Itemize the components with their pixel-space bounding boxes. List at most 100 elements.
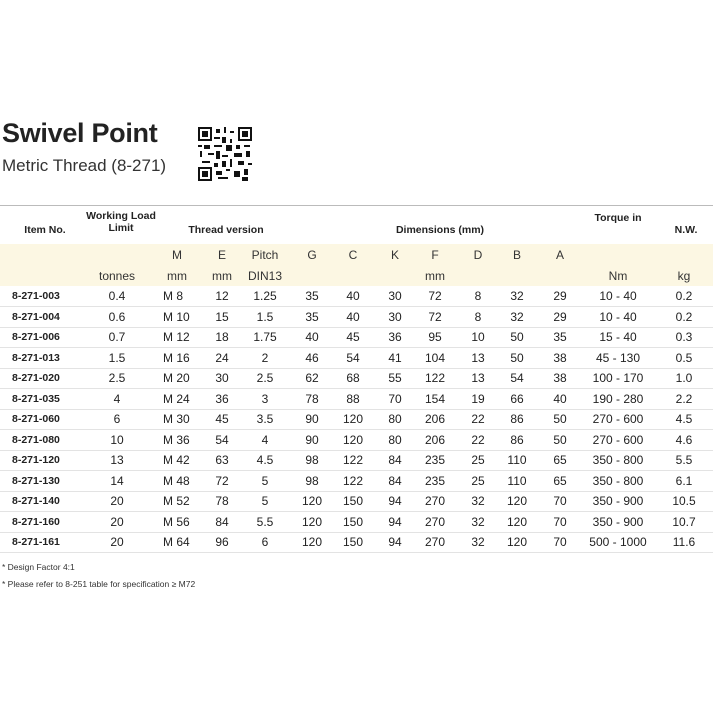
- cell: 122: [342, 453, 364, 467]
- cell: 24: [215, 350, 229, 365]
- cell: 35: [305, 289, 319, 303]
- item-number: 8-271-013: [12, 351, 60, 364]
- cell: 94: [388, 535, 402, 549]
- cell: 10.5: [672, 494, 696, 508]
- cell: 4: [261, 432, 269, 447]
- cell: 270 - 600: [592, 432, 644, 447]
- cell: 13: [110, 453, 124, 467]
- group-header: Dimensions (mm): [395, 224, 485, 236]
- cell: 18: [215, 330, 229, 344]
- sub-header: C: [348, 248, 358, 262]
- cell: M 42: [163, 453, 190, 467]
- cell: 4.5: [256, 453, 274, 467]
- cell: 15: [215, 309, 229, 324]
- cell: 40: [305, 330, 319, 344]
- cell: 104: [424, 350, 446, 365]
- cell: M 52: [163, 494, 190, 508]
- cell: 0.4: [108, 289, 126, 303]
- cell: 30: [388, 309, 402, 324]
- group-header: Torque in: [594, 212, 642, 224]
- row-divider: [0, 367, 713, 369]
- cell: 98: [305, 453, 319, 467]
- cell: 20: [110, 494, 124, 508]
- cell: 350 - 900: [592, 494, 644, 508]
- cell: 14: [110, 473, 124, 488]
- cell: M 24: [163, 391, 190, 406]
- cell: 35: [305, 309, 319, 324]
- header-band: [0, 244, 713, 286]
- group-header: N.W.: [674, 224, 698, 236]
- cell: 29: [553, 289, 567, 303]
- cell: 40: [346, 309, 360, 324]
- item-number: 8-271-161: [12, 536, 60, 548]
- cell: 3: [261, 391, 269, 406]
- cell: 0.2: [675, 309, 693, 324]
- unit: Nm: [608, 269, 628, 283]
- cell: 4.5: [675, 412, 693, 426]
- cell: 25: [471, 473, 485, 488]
- cell: 84: [388, 453, 402, 467]
- cell: 32: [471, 514, 485, 529]
- qr-code: [198, 127, 252, 181]
- row-divider: [0, 470, 713, 471]
- cell: 45: [346, 330, 360, 344]
- footnote: * Please refer to 8-251 table for specif…: [2, 579, 196, 589]
- cell: 190 - 280: [592, 391, 644, 406]
- cell: 4.6: [675, 432, 693, 447]
- cell: 86: [510, 412, 524, 426]
- cell: 15 - 40: [599, 330, 637, 344]
- cell: 54: [346, 350, 360, 365]
- cell: 62: [305, 371, 319, 385]
- cell: 206: [424, 412, 446, 426]
- row-divider: [0, 490, 713, 492]
- cell: 5.5: [675, 453, 693, 467]
- item-number: 8-271-003: [12, 290, 60, 302]
- unit: mm: [425, 269, 445, 283]
- unit: DIN13: [247, 269, 282, 283]
- row-divider: [0, 388, 713, 389]
- cell: 32: [510, 289, 524, 303]
- row-divider: [0, 552, 713, 553]
- cell: 154: [424, 391, 446, 406]
- cell: 65: [553, 453, 567, 467]
- sub-header: M: [172, 248, 182, 262]
- unit: kg: [677, 269, 691, 283]
- cell: 235: [424, 473, 446, 488]
- cell: 10 - 40: [599, 289, 637, 303]
- cell: 32: [510, 309, 524, 324]
- cell: 30: [215, 371, 229, 385]
- cell: 150: [342, 514, 364, 529]
- cell: 50: [510, 330, 524, 344]
- cell: 20: [110, 535, 124, 549]
- cell: M 12: [163, 330, 190, 344]
- cell: 120: [342, 432, 364, 447]
- cell: 10: [110, 432, 124, 447]
- footnote: * Design Factor 4:1: [2, 562, 75, 572]
- cell: M 20: [163, 371, 190, 385]
- item-number: 8-271-140: [12, 495, 60, 507]
- cell: 41: [388, 350, 402, 365]
- item-number: 8-271-060: [12, 413, 60, 425]
- cell: 1.75: [253, 330, 277, 344]
- cell: 5: [261, 494, 269, 508]
- cell: 100 - 170: [592, 371, 644, 385]
- cell: 2.2: [675, 391, 693, 406]
- cell: 3.5: [256, 412, 274, 426]
- sub-header: K: [390, 248, 399, 262]
- cell: 12: [215, 289, 229, 303]
- cell: 235: [424, 453, 446, 467]
- row-divider: [0, 429, 713, 430]
- cell: 95: [428, 330, 442, 344]
- cell: M 10: [163, 309, 190, 324]
- cell: 120: [301, 514, 323, 529]
- sub-header: G: [307, 248, 317, 262]
- cell: 270: [424, 535, 446, 549]
- cell: 94: [388, 514, 402, 529]
- group-header: Working Load Limit: [86, 210, 156, 234]
- cell: 54: [510, 371, 524, 385]
- cell: 45 - 130: [595, 350, 641, 365]
- sub-header: B: [512, 248, 521, 262]
- item-number: 8-271-120: [12, 454, 60, 466]
- cell: 13: [471, 371, 485, 385]
